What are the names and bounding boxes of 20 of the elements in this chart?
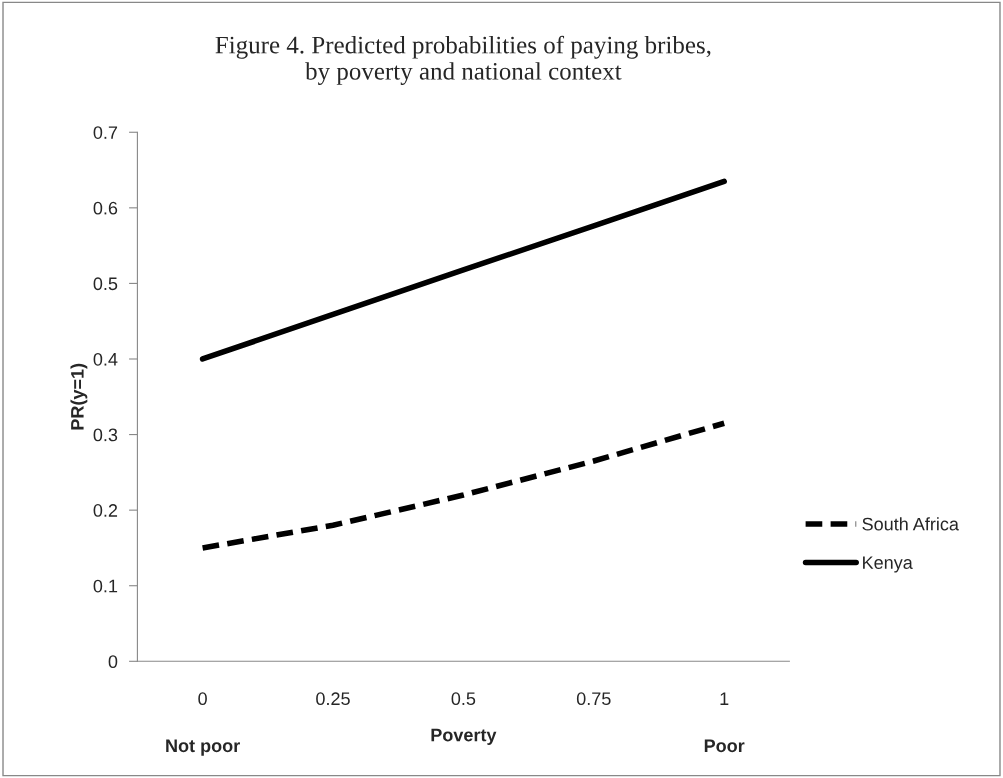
x-tick-label: 1	[720, 692, 729, 705]
x-axis-title: Poverty	[431, 728, 497, 745]
legend-label: South Africa	[862, 517, 959, 531]
y-tick-label: 0.6	[93, 201, 118, 215]
x-tick-label: 0	[198, 692, 207, 706]
y-tick-label: 0	[108, 655, 118, 669]
x-tick-label: 0.75	[576, 692, 611, 706]
y-tick-label: 0.1	[93, 579, 118, 593]
x-tick-label: 0.5	[451, 692, 476, 706]
y-tick-label: 0.4	[93, 352, 118, 366]
y-tick-label: 0.7	[93, 126, 118, 139]
text: Poor	[704, 739, 745, 753]
y-axis-title: PR(y=1)	[70, 363, 88, 430]
y-tick-label: 0.3	[93, 428, 118, 442]
y-tick-label: 0.2	[93, 504, 118, 517]
y-tick-label: 0.5	[93, 277, 118, 291]
chart-title: Figure 4. Predicted probabilities of paying bribes, by poverty and national context	[215, 35, 711, 85]
legend-label: Kenya	[863, 556, 913, 573]
text: Not poor	[166, 739, 240, 756]
x-tick-label: 0.25	[316, 692, 350, 706]
